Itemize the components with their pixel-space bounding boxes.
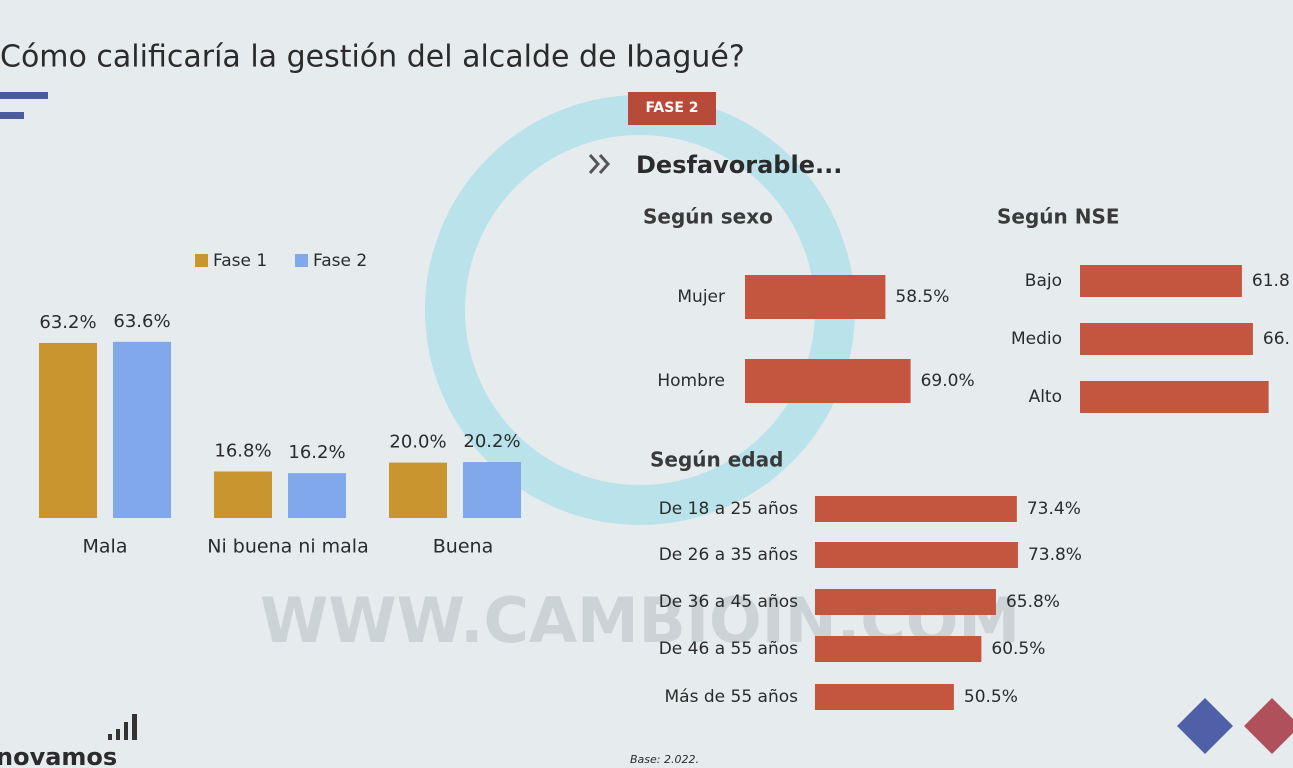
value-label: 73.4% — [1027, 499, 1081, 519]
decor-line — [0, 112, 24, 119]
category-label: Ni buena ni mala — [207, 536, 368, 558]
chart-title: Según edad — [650, 448, 783, 472]
chart-title: Según sexo — [643, 205, 773, 229]
bar — [113, 341, 171, 518]
decor-line — [0, 92, 48, 99]
chevron-icon — [588, 154, 611, 174]
category-label: De 46 a 55 años — [659, 639, 798, 659]
bar — [815, 542, 1018, 568]
category-label: Buena — [433, 536, 493, 558]
value-label: 65.8% — [1006, 592, 1060, 612]
value-label: 20.0% — [389, 432, 446, 453]
value-label: 63.6% — [113, 311, 170, 332]
decor-diamond — [1177, 698, 1233, 754]
value-label: 60.5% — [991, 639, 1045, 659]
decor-diamond — [1244, 698, 1293, 754]
bar — [39, 342, 97, 518]
category-label: Mujer — [677, 287, 725, 307]
bar — [214, 471, 272, 518]
slide-title: Cómo calificaría la gestión del alcalde … — [0, 40, 745, 75]
subtitle: Desfavorable... — [636, 151, 842, 179]
value-label: 69.0% — [921, 371, 975, 391]
category-label: Medio — [1011, 329, 1062, 349]
bar — [815, 684, 954, 710]
bar — [815, 496, 1017, 522]
value-label: 61.8 — [1252, 271, 1290, 291]
category-label: De 26 a 35 años — [659, 545, 798, 565]
logo-icon — [108, 714, 137, 740]
legend-swatch — [195, 254, 208, 267]
bar — [815, 636, 982, 662]
bar — [745, 275, 886, 319]
value-label: 58.5% — [895, 287, 949, 307]
value-label: 16.8% — [214, 440, 271, 461]
category-label: De 18 a 25 años — [659, 499, 798, 519]
bar — [463, 462, 521, 518]
phase-tag: FASE 2 — [645, 100, 698, 116]
bar — [1080, 381, 1269, 413]
category-label: Más de 55 años — [665, 687, 799, 707]
phase-tag-box — [628, 92, 716, 125]
category-label: Mala — [83, 536, 128, 558]
category-label: Bajo — [1025, 271, 1062, 291]
value-label: 73.8% — [1028, 545, 1082, 565]
value-label: 20.2% — [463, 431, 520, 452]
bar — [1080, 323, 1253, 355]
category-label: Hombre — [657, 371, 725, 391]
legend-swatch — [295, 254, 308, 267]
legend-label: Fase 2 — [313, 251, 367, 271]
value-label: 66. — [1263, 329, 1290, 349]
bar — [745, 359, 911, 403]
category-label: De 36 a 45 años — [659, 592, 798, 612]
logo: novamos — [0, 743, 117, 768]
base-note: Base: 2.022. — [630, 753, 699, 766]
bar — [288, 473, 346, 518]
bar — [389, 462, 447, 518]
chart-title: Según NSE — [997, 205, 1120, 229]
bar — [815, 589, 996, 615]
legend-label: Fase 1 — [213, 251, 267, 271]
bar — [1080, 265, 1242, 297]
value-label: 63.2% — [39, 312, 96, 333]
category-label: Alto — [1029, 387, 1062, 407]
value-label: 50.5% — [964, 687, 1018, 707]
value-label: 16.2% — [288, 442, 345, 463]
